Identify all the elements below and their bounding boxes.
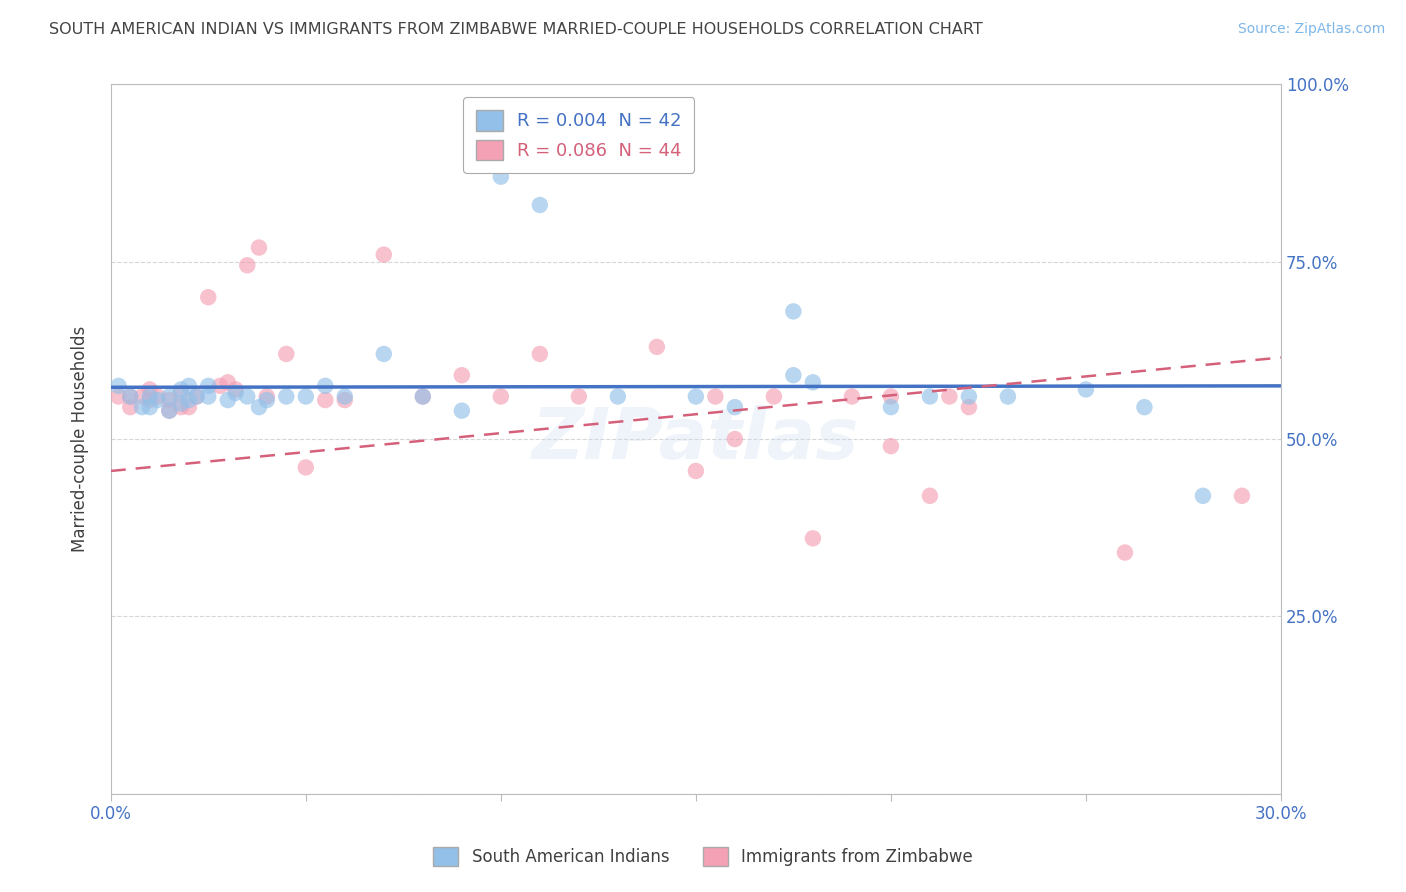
- Point: [685, 390, 707, 404]
- Point: [938, 390, 960, 404]
- Point: [139, 383, 162, 397]
- Point: [256, 392, 278, 407]
- Point: [157, 403, 180, 417]
- Point: [170, 400, 193, 414]
- Point: [177, 379, 200, 393]
- Point: [225, 383, 247, 397]
- Point: [314, 392, 336, 407]
- Point: [170, 386, 193, 401]
- Point: [120, 400, 142, 414]
- Point: [146, 392, 169, 407]
- Point: [120, 390, 142, 404]
- Point: [704, 390, 727, 404]
- Point: [146, 390, 169, 404]
- Point: [529, 198, 551, 212]
- Point: [782, 368, 804, 383]
- Point: [1133, 400, 1156, 414]
- Point: [276, 347, 298, 361]
- Point: [208, 379, 231, 393]
- Point: [294, 390, 316, 404]
- Point: [197, 379, 219, 393]
- Point: [333, 390, 356, 404]
- Point: [450, 403, 472, 417]
- Point: [782, 304, 804, 318]
- Point: [568, 390, 591, 404]
- Point: [801, 376, 824, 390]
- Point: [236, 258, 259, 272]
- Point: [489, 169, 512, 184]
- Point: [131, 390, 153, 404]
- Point: [1192, 489, 1215, 503]
- Point: [1230, 489, 1253, 503]
- Point: [157, 403, 180, 417]
- Point: [606, 390, 628, 404]
- Point: [294, 460, 316, 475]
- Point: [177, 400, 200, 414]
- Point: [957, 390, 980, 404]
- Point: [197, 290, 219, 304]
- Point: [197, 390, 219, 404]
- Point: [762, 390, 785, 404]
- Point: [177, 392, 200, 407]
- Point: [880, 439, 903, 453]
- Point: [157, 392, 180, 407]
- Point: [918, 489, 941, 503]
- Point: [107, 390, 129, 404]
- Point: [529, 347, 551, 361]
- Legend: South American Indians, Immigrants from Zimbabwe: South American Indians, Immigrants from …: [425, 838, 981, 875]
- Point: [170, 396, 193, 410]
- Point: [131, 400, 153, 414]
- Point: [217, 376, 239, 390]
- Text: SOUTH AMERICAN INDIAN VS IMMIGRANTS FROM ZIMBABWE MARRIED-COUPLE HOUSEHOLDS CORR: SOUTH AMERICAN INDIAN VS IMMIGRANTS FROM…: [49, 22, 983, 37]
- Point: [276, 390, 298, 404]
- Point: [880, 390, 903, 404]
- Point: [247, 400, 270, 414]
- Point: [139, 390, 162, 404]
- Point: [645, 340, 668, 354]
- Point: [107, 379, 129, 393]
- Point: [120, 390, 142, 404]
- Point: [489, 390, 512, 404]
- Point: [724, 432, 747, 446]
- Point: [186, 390, 208, 404]
- Point: [412, 390, 434, 404]
- Point: [801, 532, 824, 546]
- Point: [373, 347, 395, 361]
- Point: [217, 392, 239, 407]
- Point: [450, 368, 472, 383]
- Point: [1114, 545, 1136, 559]
- Y-axis label: Married-couple Households: Married-couple Households: [72, 326, 89, 552]
- Point: [997, 390, 1019, 404]
- Point: [314, 379, 336, 393]
- Point: [1074, 383, 1097, 397]
- Point: [724, 400, 747, 414]
- Point: [139, 392, 162, 407]
- Point: [157, 390, 180, 404]
- Point: [256, 390, 278, 404]
- Point: [333, 392, 356, 407]
- Point: [186, 390, 208, 404]
- Point: [957, 400, 980, 414]
- Text: ZIPatlas: ZIPatlas: [533, 405, 859, 474]
- Point: [841, 390, 863, 404]
- Point: [247, 241, 270, 255]
- Point: [918, 390, 941, 404]
- Point: [685, 464, 707, 478]
- Point: [880, 400, 903, 414]
- Point: [139, 400, 162, 414]
- Point: [225, 386, 247, 401]
- Point: [412, 390, 434, 404]
- Text: Source: ZipAtlas.com: Source: ZipAtlas.com: [1237, 22, 1385, 37]
- Point: [170, 383, 193, 397]
- Point: [373, 247, 395, 261]
- Legend: R = 0.004  N = 42, R = 0.086  N = 44: R = 0.004 N = 42, R = 0.086 N = 44: [463, 97, 695, 173]
- Point: [236, 390, 259, 404]
